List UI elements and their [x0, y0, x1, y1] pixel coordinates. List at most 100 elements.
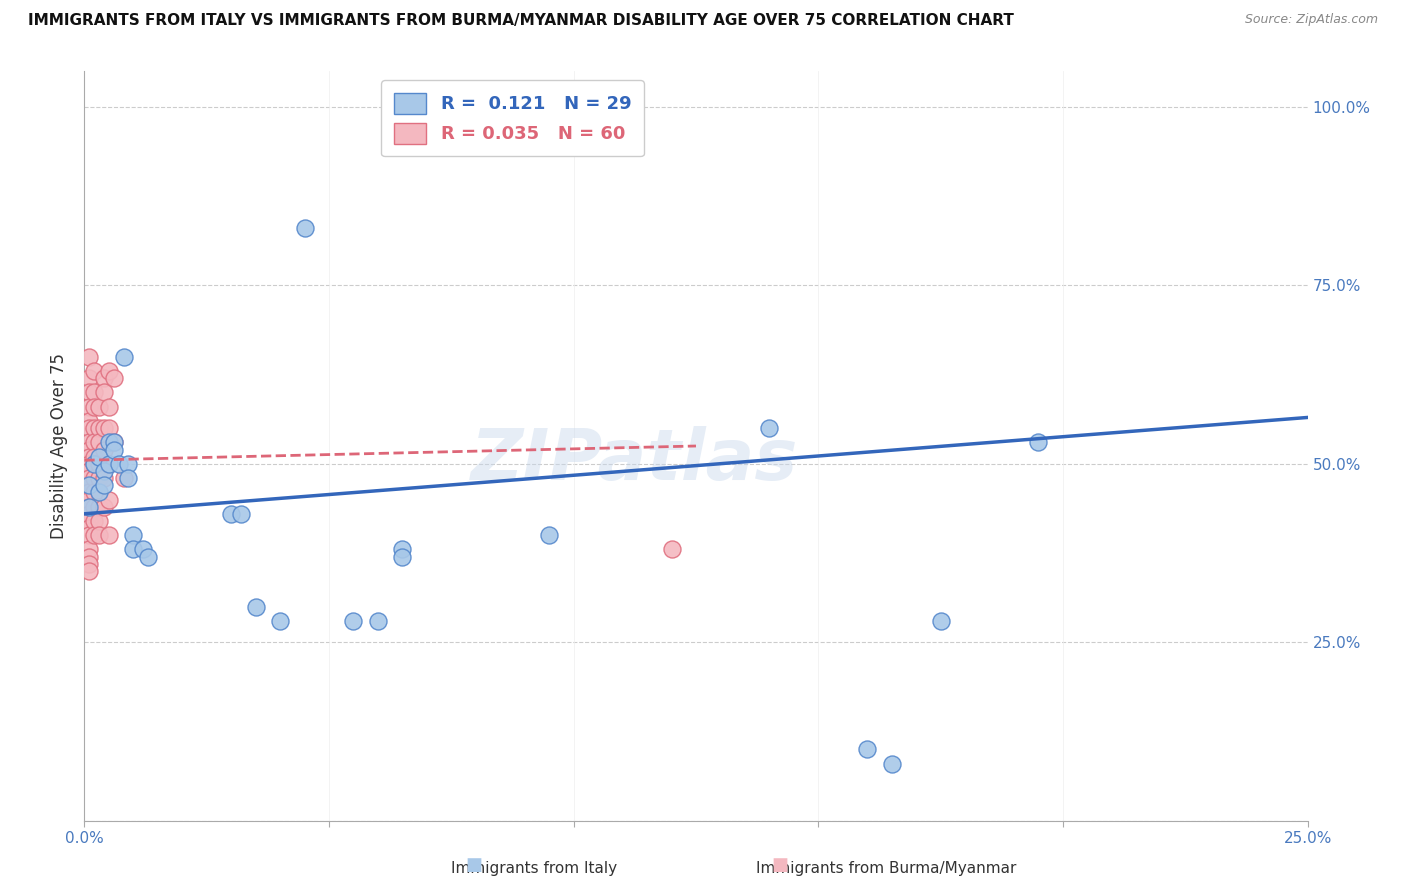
Point	[538, 528, 561, 542]
Point	[83, 485, 105, 500]
Point	[77, 442, 100, 457]
Point	[77, 492, 100, 507]
Point	[245, 599, 267, 614]
Point	[77, 542, 100, 557]
Point	[83, 385, 105, 400]
Point	[97, 435, 120, 450]
Point	[77, 528, 100, 542]
Point	[83, 528, 105, 542]
Point	[77, 450, 100, 464]
Point	[122, 542, 145, 557]
Point	[1028, 435, 1050, 450]
Point	[880, 756, 903, 771]
Point	[93, 442, 115, 457]
Point	[83, 457, 105, 471]
Point	[103, 442, 125, 457]
Text: Immigrants from Italy: Immigrants from Italy	[451, 861, 617, 876]
Point	[562, 121, 585, 136]
Point	[856, 742, 879, 756]
Point	[93, 385, 115, 400]
Text: ■: ■	[465, 856, 482, 874]
Text: ZIPatlas: ZIPatlas	[471, 426, 799, 495]
Point	[107, 457, 129, 471]
Point	[229, 507, 252, 521]
Point	[77, 350, 100, 364]
Point	[83, 514, 105, 528]
Point	[83, 421, 105, 435]
Point	[93, 471, 115, 485]
Point	[97, 364, 120, 378]
Point	[77, 414, 100, 428]
Point	[112, 471, 135, 485]
Point	[93, 478, 115, 492]
Point	[87, 457, 110, 471]
Point	[929, 614, 952, 628]
Text: Immigrants from Burma/Myanmar: Immigrants from Burma/Myanmar	[755, 861, 1017, 876]
Point	[87, 485, 110, 500]
Point	[112, 350, 135, 364]
Point	[83, 364, 105, 378]
Point	[77, 435, 100, 450]
Point	[93, 464, 115, 478]
Point	[269, 614, 291, 628]
Point	[103, 371, 125, 385]
Point	[97, 492, 120, 507]
Point	[77, 564, 100, 578]
Point	[132, 542, 155, 557]
Point	[391, 542, 413, 557]
Point	[77, 500, 100, 514]
Point	[367, 614, 389, 628]
Point	[87, 500, 110, 514]
Point	[77, 400, 100, 414]
Point	[83, 400, 105, 414]
Point	[117, 457, 139, 471]
Point	[93, 421, 115, 435]
Text: ■: ■	[772, 856, 789, 874]
Point	[77, 464, 100, 478]
Text: IMMIGRANTS FROM ITALY VS IMMIGRANTS FROM BURMA/MYANMAR DISABILITY AGE OVER 75 CO: IMMIGRANTS FROM ITALY VS IMMIGRANTS FROM…	[28, 13, 1014, 29]
Point	[77, 507, 100, 521]
Point	[87, 528, 110, 542]
Point	[77, 485, 100, 500]
Point	[122, 528, 145, 542]
Point	[97, 421, 120, 435]
Point	[87, 485, 110, 500]
Point	[77, 500, 100, 514]
Text: Source: ZipAtlas.com: Source: ZipAtlas.com	[1244, 13, 1378, 27]
Point	[87, 471, 110, 485]
Point	[661, 542, 683, 557]
Point	[93, 500, 115, 514]
Point	[83, 471, 105, 485]
Point	[87, 450, 110, 464]
Point	[97, 457, 120, 471]
Point	[87, 435, 110, 450]
Point	[77, 514, 100, 528]
Point	[97, 457, 120, 471]
Point	[342, 614, 364, 628]
Point	[83, 435, 105, 450]
Point	[87, 400, 110, 414]
Point	[103, 435, 125, 450]
Point	[83, 450, 105, 464]
Point	[77, 549, 100, 564]
Point	[87, 514, 110, 528]
Point	[219, 507, 242, 521]
Point	[97, 400, 120, 414]
Point	[77, 371, 100, 385]
Point	[77, 478, 100, 492]
Legend: R =  0.121   N = 29, R = 0.035   N = 60: R = 0.121 N = 29, R = 0.035 N = 60	[381, 80, 644, 156]
Point	[77, 457, 100, 471]
Point	[758, 421, 780, 435]
Point	[77, 421, 100, 435]
Point	[294, 221, 316, 235]
Point	[97, 528, 120, 542]
Y-axis label: Disability Age Over 75: Disability Age Over 75	[51, 353, 69, 539]
Point	[77, 557, 100, 571]
Point	[77, 478, 100, 492]
Point	[136, 549, 159, 564]
Point	[586, 121, 609, 136]
Point	[83, 500, 105, 514]
Point	[77, 471, 100, 485]
Point	[83, 457, 105, 471]
Point	[391, 549, 413, 564]
